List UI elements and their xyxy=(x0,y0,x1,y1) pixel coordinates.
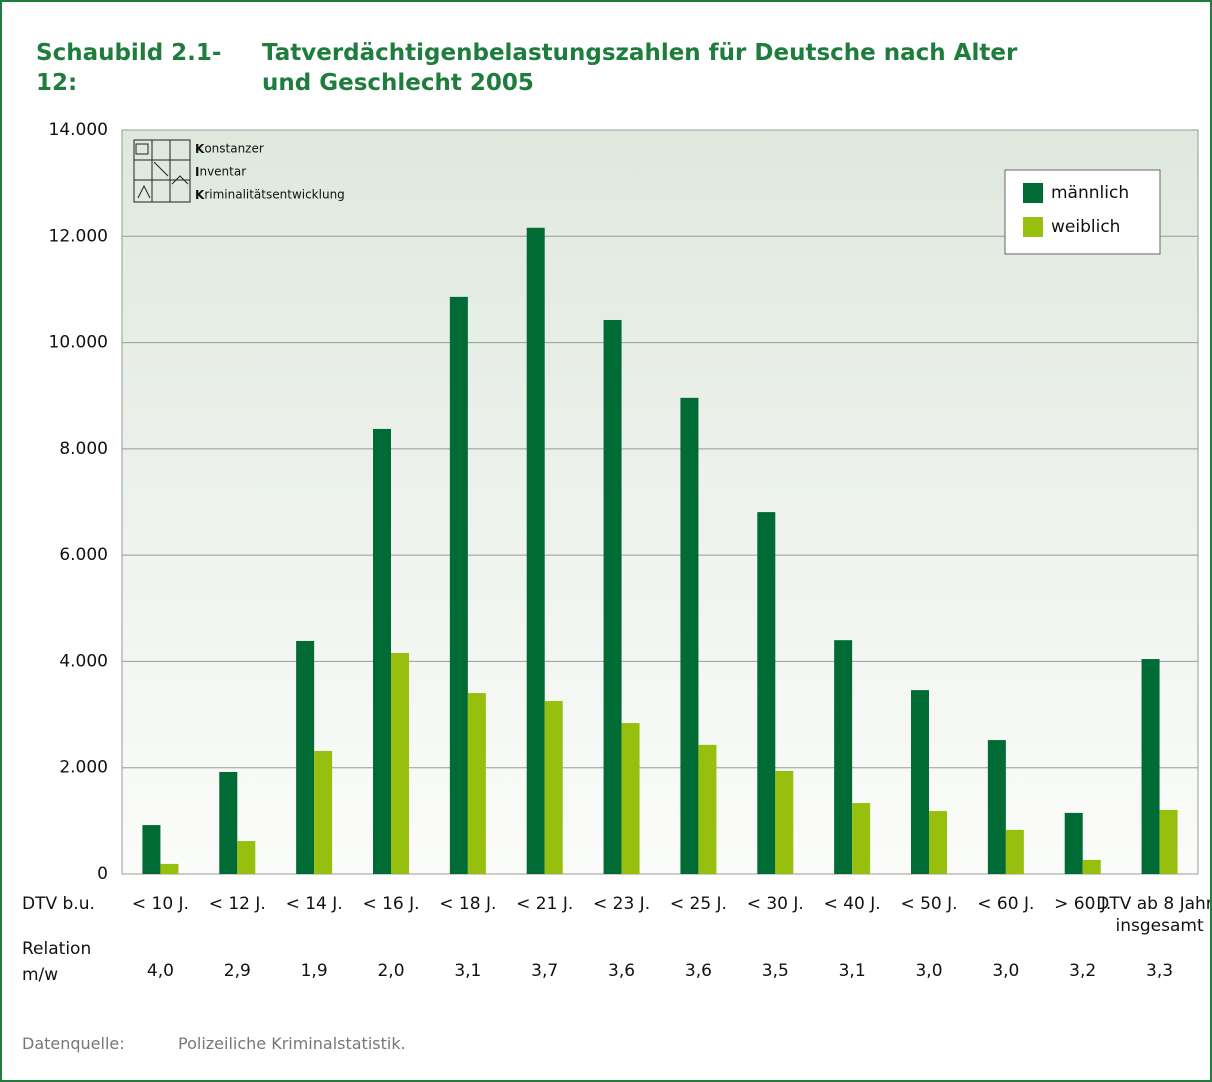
bar xyxy=(698,744,717,874)
y-tick-label: 0 xyxy=(97,864,108,884)
legend-swatch xyxy=(1023,183,1043,203)
y-tick-label: 10.000 xyxy=(49,333,108,353)
x-tick-label: < 30 J. xyxy=(746,894,804,914)
bar xyxy=(621,723,640,874)
bar xyxy=(1064,812,1083,874)
source-label: Datenquelle: xyxy=(22,1034,125,1053)
ratio-row-label: Relation m/w xyxy=(22,939,92,985)
ratio-label: 3,1 xyxy=(454,961,482,981)
ratio-label: 3,6 xyxy=(608,961,636,981)
bar xyxy=(603,319,622,874)
bar xyxy=(296,640,315,874)
x-tick-label: < 40 J. xyxy=(823,894,881,914)
x-tick-label: < 18 J. xyxy=(439,894,497,914)
ratio-label: 3,5 xyxy=(761,961,789,981)
bar xyxy=(219,771,238,874)
x-tick-label: > 60 J. xyxy=(1054,894,1112,914)
y-tick-label: 8.000 xyxy=(59,439,108,459)
bar xyxy=(680,397,699,874)
y-tick-label: 14.000 xyxy=(49,120,108,140)
logo-text: Inventar xyxy=(195,165,246,179)
ratio-label: 3,2 xyxy=(1069,961,1097,981)
title-block: Schaubild 2.1-12: Tatverdächtigenbelastu… xyxy=(36,38,1076,98)
x-row-label: DTV b.u. xyxy=(22,894,95,914)
bar xyxy=(467,693,486,874)
bar xyxy=(852,803,871,874)
legend-label: männlich xyxy=(1051,183,1129,203)
ratio-label: 2,0 xyxy=(377,961,405,981)
y-tick-label: 6.000 xyxy=(59,545,108,565)
bar xyxy=(449,296,468,875)
figure-label: Schaubild 2.1-12: xyxy=(36,40,222,96)
ratio-label: 3,7 xyxy=(531,961,559,981)
x-tick-label: < 10 J. xyxy=(131,894,189,914)
bar xyxy=(929,811,947,874)
bar xyxy=(834,640,853,874)
x-tick-label: < 14 J. xyxy=(285,894,343,914)
bar xyxy=(1141,659,1160,874)
y-tick-label: 2.000 xyxy=(59,758,108,778)
bar xyxy=(1082,859,1101,874)
bar xyxy=(757,512,776,874)
ratio-label: 3,1 xyxy=(838,961,866,981)
bar xyxy=(160,863,179,874)
chart-title: Tatverdächtigenbelastungszahlen für Deut… xyxy=(262,40,1018,96)
x-tick-label: < 16 J. xyxy=(362,894,420,914)
logo-text: Konstanzer xyxy=(195,142,264,156)
x-tick-label: < 23 J. xyxy=(593,894,651,914)
ratio-label: 4,0 xyxy=(146,961,174,981)
bar xyxy=(987,740,1006,874)
x-tick-label: < 60 J. xyxy=(977,894,1035,914)
x-tick-label: DTV ab 8 Jahre insgesamt xyxy=(1096,894,1212,936)
bar xyxy=(391,652,409,874)
logo xyxy=(133,139,191,203)
ratio-label: 3,0 xyxy=(992,961,1020,981)
logo-text: Kriminalitätsentwicklung xyxy=(195,188,345,202)
x-tick-label: < 25 J. xyxy=(669,894,727,914)
y-tick-label: 4.000 xyxy=(59,651,108,671)
bar xyxy=(911,690,929,874)
x-tick-label: < 50 J. xyxy=(900,894,958,914)
bar xyxy=(1005,829,1024,874)
x-tick-label: < 21 J. xyxy=(516,894,574,914)
ratio-label: 3,0 xyxy=(915,961,943,981)
bar xyxy=(237,841,256,874)
ratio-label: 2,9 xyxy=(223,961,251,981)
source: Polizeiliche Kriminalstatistik. xyxy=(178,1034,406,1053)
bar xyxy=(373,428,391,874)
legend-swatch xyxy=(1023,217,1043,237)
bar xyxy=(775,770,794,874)
y-tick-label: 12.000 xyxy=(49,226,108,246)
legend-label: weiblich xyxy=(1051,217,1120,237)
x-tick-label: < 12 J. xyxy=(208,894,266,914)
bar xyxy=(314,750,333,874)
ratio-label: 3,6 xyxy=(684,961,712,981)
bar xyxy=(1159,809,1178,874)
bar xyxy=(142,825,161,874)
ratio-label: 3,3 xyxy=(1146,961,1174,981)
bar xyxy=(544,701,563,874)
ratio-label: 1,9 xyxy=(300,961,328,981)
bar xyxy=(526,227,545,875)
